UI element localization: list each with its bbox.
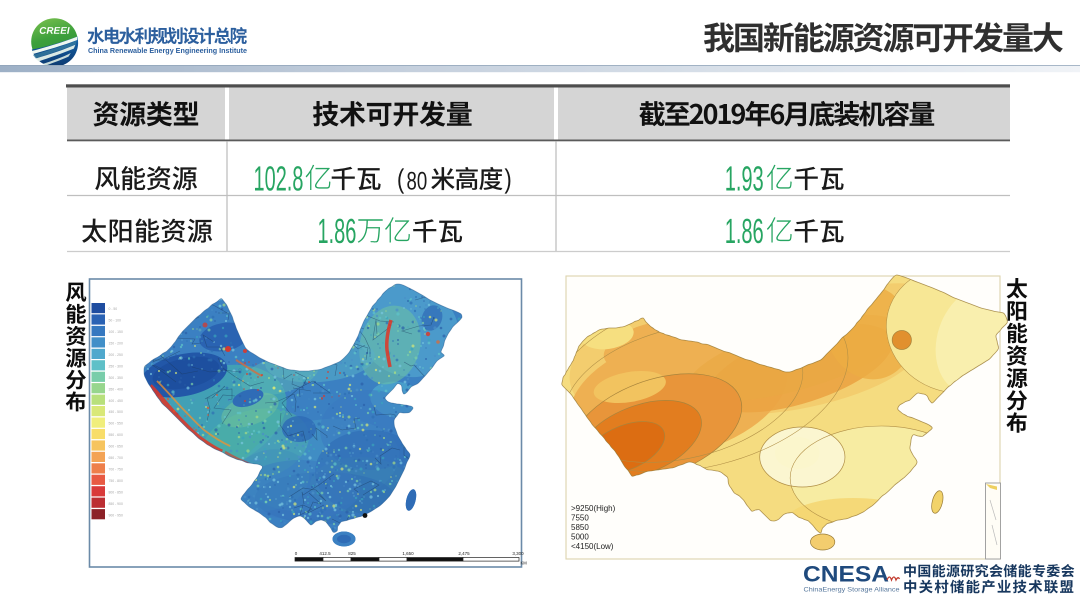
svg-text:750 - 800: 750 - 800 (109, 479, 123, 483)
svg-text:>9250(High): >9250(High) (571, 504, 616, 513)
svg-text:7550: 7550 (571, 514, 589, 523)
svg-text:KM: KM (521, 561, 528, 566)
svg-text:CNESA: CNESA (803, 562, 889, 587)
svg-text:300 - 350: 300 - 350 (109, 376, 123, 380)
svg-text:5850: 5850 (571, 523, 589, 532)
svg-text:1,650: 1,650 (402, 551, 414, 556)
svg-text:825: 825 (348, 551, 356, 556)
svg-text:450 - 500: 450 - 500 (109, 410, 123, 414)
svg-text:0: 0 (295, 551, 298, 556)
svg-text:700 - 750: 700 - 750 (109, 468, 123, 472)
svg-text:50 - 100: 50 - 100 (109, 319, 122, 323)
svg-text:200 - 250: 200 - 250 (109, 353, 123, 357)
svg-text:650 - 700: 650 - 700 (109, 456, 123, 460)
svg-text:3,300: 3,300 (512, 551, 524, 556)
svg-text:150 - 200: 150 - 200 (109, 342, 123, 346)
svg-text:800 - 850: 800 - 850 (109, 490, 123, 494)
svg-text:5000: 5000 (571, 533, 589, 542)
svg-text:600 - 650: 600 - 650 (109, 445, 123, 449)
svg-text:900 - 950: 900 - 950 (109, 513, 123, 517)
svg-text:250 - 300: 250 - 300 (109, 364, 123, 368)
svg-text:550 - 600: 550 - 600 (109, 433, 123, 437)
svg-text:0 - 50: 0 - 50 (109, 307, 118, 311)
svg-text:100 - 150: 100 - 150 (109, 330, 123, 334)
svg-text:412.5: 412.5 (319, 551, 331, 556)
svg-text:500 - 550: 500 - 550 (109, 422, 123, 426)
svg-text:400 - 450: 400 - 450 (109, 399, 123, 403)
svg-text:850 - 900: 850 - 900 (109, 502, 123, 506)
svg-text:<4150(Low): <4150(Low) (571, 542, 614, 551)
svg-text:2,475: 2,475 (458, 551, 470, 556)
svg-text:ChinaEnergy Storage Alliance: ChinaEnergy Storage Alliance (804, 586, 900, 593)
svg-text:China Renewable Energy Enginee: China Renewable Energy Engineering Insti… (88, 46, 247, 55)
svg-text:350 - 400: 350 - 400 (109, 387, 123, 391)
